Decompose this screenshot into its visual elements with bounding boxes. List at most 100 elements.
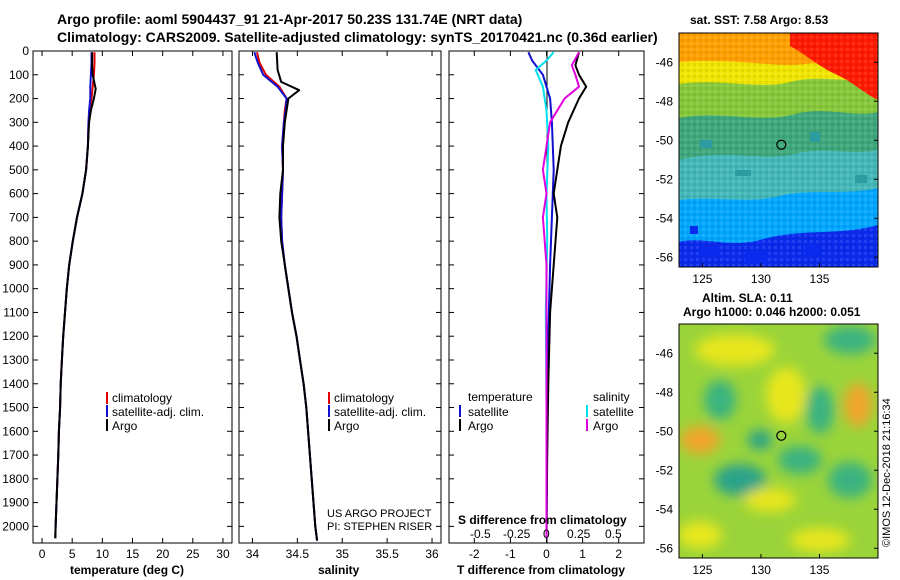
lon-tick-label: 130 [751,272,771,286]
depth-tick-label: 2000 [2,519,29,533]
series-line-temperature-argo [545,51,588,539]
x-tick-label: 20 [156,547,170,561]
x-tick-label: 2 [615,547,622,561]
depth-tick-label: 300 [9,115,29,129]
difference-x-axis: -2 -1 0 1 2 [449,50,644,561]
depth-tick-label: 1900 [2,496,29,510]
lat-tick-label: -48 [656,385,674,399]
depth-tick-label: 1300 [2,353,29,367]
depth-tick-label: 1000 [2,282,29,296]
legend-temp-argo: Argo [468,419,494,433]
legend-satellite-adj: satellite-adj. clim. [112,405,204,419]
depth-tick-label: 1400 [2,377,29,391]
lat-tick-label: -50 [656,133,674,147]
lat-tick-label: -50 [656,424,674,438]
lat-tick-label: -46 [656,55,674,69]
lat-tick-label: -52 [656,172,674,186]
lon-tick-label: 135 [809,272,829,286]
depth-tick-label: 800 [9,234,29,248]
lon-tick-label: 130 [751,563,771,577]
x-tick-label: -1 [505,547,516,561]
x-tick-label: 0 [543,547,550,561]
depth-tick-label: 1100 [3,305,29,319]
temperature-panel: 0 100 200 300 400 500 600 700 800 900 1000 1100 1200… [2,44,233,577]
depth-tick-label: 1200 [2,329,29,343]
legend-salinity-title: salinity [593,390,630,404]
depth-tick-label: 1800 [2,472,29,486]
sla-map-title: Altim. SLA: 0.11 [702,291,793,305]
x-tick-label: 15 [126,547,140,561]
depth-tick-label: 100 [9,68,29,82]
difference-legend-temperature: temperature satellite Argo [459,390,533,433]
sla-map: Altim. SLA: 0.11 Argo h1000: 0.046 h2000… [656,291,879,577]
depth-tick-label: 900 [9,258,29,272]
salinity-plot-frame [238,50,442,544]
sst-map-frame [678,32,879,268]
lat-tick-label: -56 [656,250,674,264]
legend-temperature-title: temperature [468,390,533,404]
credit-pi: PI: STEPHEN RISER [327,521,432,533]
x-tick-label: 34 [246,547,260,561]
legend-argo: Argo [112,419,138,433]
depth-tick-label: 600 [9,187,29,201]
legend-argo: Argo [334,419,360,433]
lat-tick-label: -48 [656,94,674,108]
series-line-salinity-argo [541,51,580,539]
legend-sal-argo: Argo [593,419,619,433]
sla-map-axes: 125 130 135 -46 -48 -50 -52 -54 -56 [656,346,878,577]
depth-tick-label: 400 [9,139,29,153]
sst-map-axes: 125 130 135 -46 -48 -50 -52 -54 -56 [656,55,878,286]
sla-map-subtitle: Argo h1000: 0.046 h2000: 0.051 [683,305,861,319]
depth-tick-label: 700 [9,210,29,224]
sst-map: sat. SST: 7.58 Argo: 8.53 125 130 135 -46 -4… [656,13,879,286]
series-line-argo [275,52,319,541]
sst-map-title: sat. SST: 7.58 Argo: 8.53 [690,13,829,27]
x-tick-label: 25 [186,547,200,561]
sst-heatmap [679,33,878,267]
lon-tick-label: 135 [809,563,829,577]
x-tick-label: 35 [336,547,350,561]
difference-legend-salinity: salinity satellite Argo [586,390,634,433]
argo-float-marker [776,430,787,441]
depth-tick-label: 1500 [2,401,29,415]
legend-climatology: climatology [112,391,172,405]
s-tick-label: 0.25 [567,527,591,541]
series-line-argo [54,52,97,539]
temperature-axis-label: temperature (deg C) [70,563,184,577]
title-line-2: Climatology: CARS2009. Satellite-adjuste… [57,29,658,45]
s-tick-label: -0.5 [470,527,491,541]
s-tick-label: 0 [543,527,550,541]
argo-float-marker [776,139,787,150]
temperature-legend: climatology satellite-adj. clim. Argo [106,391,204,433]
imos-timestamp: ©IMOS 12-Dec-2018 21:16:34 [881,398,893,547]
legend-satellite-adj: satellite-adj. clim. [334,405,426,419]
x-tick-label: 5 [69,547,76,561]
depth-tick-label: 500 [9,163,29,177]
lon-tick-label: 125 [692,563,712,577]
depth-tick-label: 200 [9,92,29,106]
s-tick-label: 0.5 [605,527,622,541]
x-tick-label: 10 [96,547,110,561]
sla-heatmap [679,324,878,558]
credit-project: US ARGO PROJECT [327,508,432,520]
x-tick-label: 34.5 [286,547,310,561]
salinity-axis-label: salinity [318,563,360,577]
temperature-x-axis: 0 5 10 15 20 25 30 [33,50,232,561]
s-difference-ticks: -0.5 -0.25 0 0.25 0.5 [470,527,622,541]
lat-tick-label: -54 [656,502,674,516]
temperature-plot-frame [32,50,233,544]
legend-temp-satellite: satellite [468,405,509,419]
x-tick-label: 0 [39,547,46,561]
lat-tick-label: -54 [656,211,674,225]
x-tick-label: 1 [579,547,586,561]
difference-series [527,51,588,539]
x-tick-label: 30 [216,547,230,561]
salinity-panel: 34 34.5 35 35.5 36 salinity climatology sate… [238,50,442,577]
depth-tick-label: 1700 [2,448,29,462]
temperature-series [54,52,97,539]
sla-map-frame [678,323,879,559]
difference-panel: -2 -1 0 1 2 T difference from climatology S … [448,50,645,577]
x-tick-label: 36 [425,547,439,561]
s-tick-label: -0.25 [503,527,531,541]
